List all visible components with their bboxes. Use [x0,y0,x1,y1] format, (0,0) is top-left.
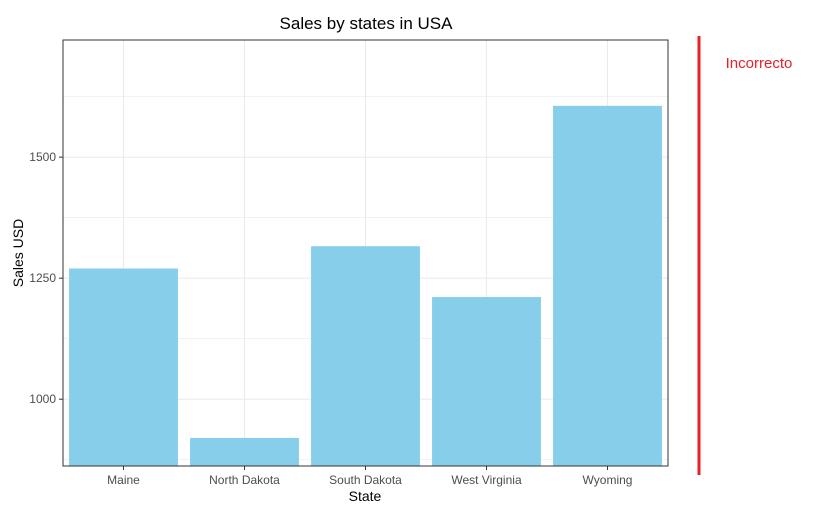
y-tick-label: 1000 [29,392,56,406]
y-tick-label: 1500 [29,150,56,164]
y-axis: 1000 1250 1500 [29,150,63,406]
x-tick-label: North Dakota [209,473,280,487]
chart-title: Sales by states in USA [280,14,454,33]
annotation: Incorrecto [697,36,793,475]
bar-south-dakota [311,246,420,466]
bar-west-virginia [432,297,541,466]
x-axis: Maine North Dakota South Dakota West Virgin… [107,466,632,487]
annotation-text: Incorrecto [726,55,793,72]
bar-wyoming [553,105,662,466]
y-axis-title: Sales USD [10,219,26,287]
x-tick-label: Wyoming [583,473,633,487]
y-tick-label: 1250 [29,271,56,285]
bar-maine [69,268,178,466]
plot-area [62,39,669,467]
x-tick-label: South Dakota [329,473,402,487]
bar-north-dakota [190,437,299,466]
x-axis-title: State [349,488,382,504]
x-tick-label: Maine [107,473,140,487]
bars [69,105,662,466]
x-tick-label: West Virginia [451,473,522,487]
